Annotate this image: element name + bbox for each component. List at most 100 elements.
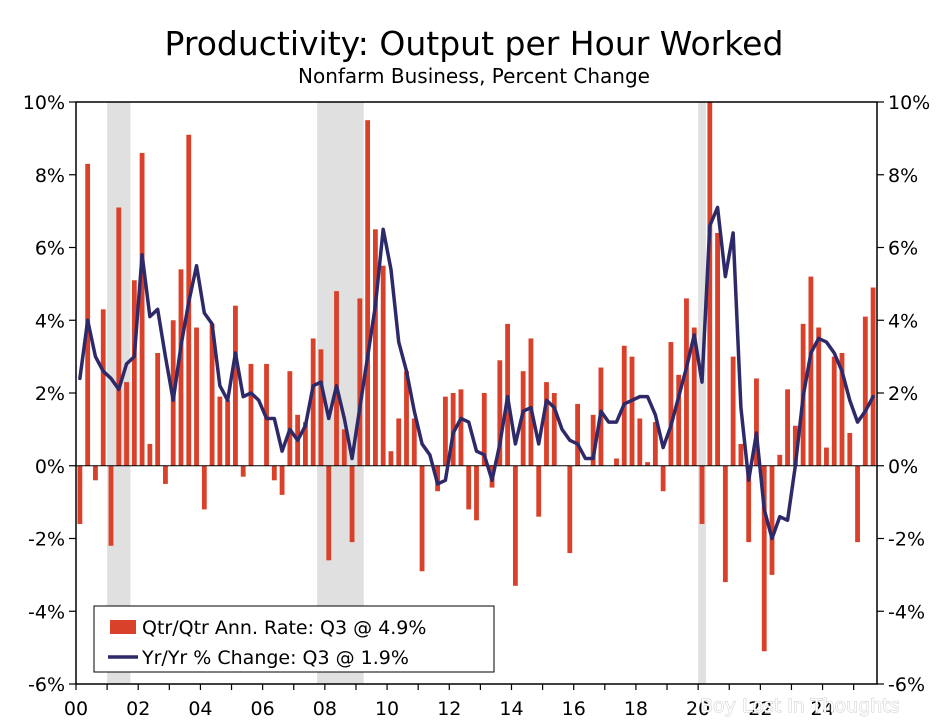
qtr-bar — [792, 425, 798, 466]
qtr-bar — [131, 280, 137, 466]
y-tick-label-right: 0% — [888, 456, 918, 478]
x-tick-label: 24 — [810, 698, 834, 720]
qtr-bar — [824, 447, 829, 466]
y-tick-label-right: -4% — [888, 601, 925, 623]
yoy-line — [78, 205, 875, 541]
qtr-bar — [201, 465, 207, 510]
qtr-bars — [77, 102, 876, 652]
qtr-bar — [722, 465, 728, 583]
qtr-bar — [225, 400, 231, 466]
qtr-bar — [707, 102, 713, 466]
y-tick-label-left: -6% — [28, 674, 65, 696]
qtr-bar — [380, 265, 386, 466]
qtr-bar — [481, 393, 487, 466]
qtr-bar — [116, 207, 122, 466]
x-tick-label: 08 — [313, 698, 337, 720]
qtr-bar — [155, 352, 161, 466]
qtr-bar — [178, 269, 184, 466]
y-tick-label-left: 2% — [35, 383, 65, 405]
qtr-bar — [761, 465, 767, 652]
qtr-bar — [730, 356, 736, 466]
qtr-bar — [544, 382, 549, 466]
yoy-line-layer — [78, 205, 875, 541]
qtr-bar — [699, 465, 705, 524]
qtr-bar — [271, 465, 277, 481]
x-tick-label: 04 — [188, 698, 212, 720]
y-axis-left: 10% 8% 6% 4% 2% 0% -2% -4% -6% — [23, 92, 76, 696]
y-tick-label-right: 4% — [888, 310, 918, 332]
legend-line-label: Yr/Yr % Change: Q3 @ 1.9% — [141, 647, 409, 669]
qtr-bar — [567, 465, 573, 554]
qtr-bar — [831, 356, 837, 466]
qtr-bar — [816, 327, 822, 466]
qtr-bar — [372, 229, 378, 466]
qtr-bar — [551, 393, 557, 466]
qtr-bar — [497, 360, 503, 466]
legend-bar-label: Qtr/Qtr Ann. Rate: Q3 @ 4.9% — [142, 617, 426, 639]
qtr-bar — [349, 465, 355, 543]
y-tick-label-left: 10% — [23, 92, 65, 114]
qtr-bar — [839, 352, 845, 466]
qtr-bar — [194, 327, 199, 466]
qtr-bar — [310, 338, 316, 466]
qtr-bar — [474, 465, 479, 521]
x-tick-label: 18 — [624, 698, 648, 720]
qtr-bar — [404, 371, 409, 466]
x-tick-label: 00 — [64, 698, 88, 720]
qtr-bar — [357, 298, 363, 466]
qtr-bar — [108, 465, 114, 546]
y-tick-label-left: 6% — [35, 238, 65, 260]
qtr-bar — [217, 396, 223, 466]
qtr-bar — [365, 120, 371, 466]
qtr-bar — [341, 429, 347, 466]
qtr-bar — [536, 465, 542, 517]
qtr-bar — [512, 465, 518, 586]
qtr-bar — [388, 451, 394, 466]
qtr-bar — [575, 403, 581, 466]
x-tick-label: 22 — [748, 698, 772, 720]
qtr-bar — [528, 338, 534, 466]
qtr-bar — [139, 152, 145, 466]
recession-band-2 — [698, 102, 706, 684]
qtr-bar — [785, 389, 790, 466]
qtr-bar — [209, 323, 215, 466]
qtr-bar — [691, 327, 697, 466]
qtr-bar — [279, 465, 285, 495]
qtr-bar — [419, 465, 425, 572]
x-tick-label: 10 — [375, 698, 399, 720]
qtr-bar — [629, 356, 635, 466]
qtr-bar — [614, 458, 619, 466]
watermark: Boy Lost In Thoughts — [700, 695, 900, 717]
qtr-bar — [93, 465, 98, 481]
qtr-bar — [684, 298, 689, 466]
qtr-bar — [808, 276, 814, 466]
qtr-bar — [147, 443, 153, 466]
qtr-bar — [637, 418, 643, 466]
y-tick-label-left: -4% — [28, 601, 65, 623]
y-tick-label-left: 8% — [35, 165, 65, 187]
y-tick-label-right: 8% — [888, 165, 918, 187]
qtr-bar — [77, 465, 83, 524]
qtr-bar — [85, 163, 91, 466]
qtr-bar — [870, 287, 876, 466]
legend-bar-swatch — [110, 620, 136, 634]
qtr-bar — [769, 465, 775, 575]
qtr-bar — [442, 396, 448, 466]
y-tick-label-right: -6% — [888, 674, 925, 696]
qtr-bar — [326, 465, 332, 561]
qtr-bar — [668, 342, 674, 466]
qtr-bar — [847, 433, 853, 466]
qtr-bar — [746, 465, 752, 543]
x-tick-label: 16 — [562, 698, 586, 720]
qtr-bar — [233, 305, 238, 466]
y-tick-label-right: 2% — [888, 383, 918, 405]
qtr-bar — [318, 349, 324, 466]
legend: Qtr/Qtr Ann. Rate: Q3 @ 4.9% Yr/Yr % Cha… — [93, 605, 495, 673]
x-tick-label: 12 — [437, 698, 461, 720]
qtr-bar — [505, 323, 511, 466]
x-tick-label: 06 — [251, 698, 275, 720]
qtr-bar — [396, 418, 402, 466]
y-axis-right: 10% 8% 6% 4% 2% 0% -2% -4% -6% — [877, 92, 930, 696]
qtr-bar — [855, 465, 860, 543]
